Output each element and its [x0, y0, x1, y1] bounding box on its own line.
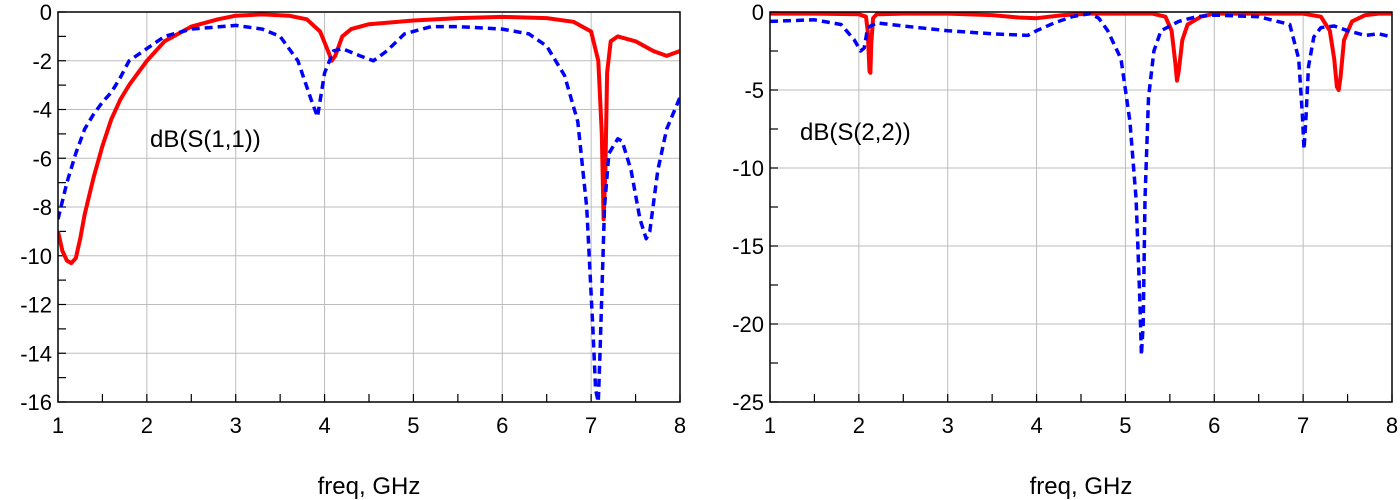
x-axis-title: freq, GHz [318, 473, 421, 500]
x-tick-label: 1 [764, 413, 776, 438]
x-axis-title: freq, GHz [1030, 473, 1133, 500]
x-tick-label: 6 [496, 413, 508, 438]
y-tick-label: 0 [752, 0, 764, 25]
x-tick-label: 6 [1208, 413, 1220, 438]
x-tick-label: 5 [1119, 413, 1131, 438]
x-tick-label: 2 [853, 413, 865, 438]
s22-chart-panel: 0 -5 -10 -15 -20 -251 2 3 4 5 6 7 8 freq, GHz dB(S(2,2… [732, 0, 1398, 500]
x-tick-label: 7 [585, 413, 597, 438]
s11-chart-panel: 0 -2 -4 -6 -8 -10 -12 -14 -161 2 3 4 5 6 7 8 freq, GHz dB… [20, 0, 686, 500]
plot-frame [769, 11, 1393, 403]
series-line-blue-dashed [58, 23, 680, 404]
y-tick-label: -20 [732, 312, 764, 337]
y-tick-label: -25 [732, 390, 764, 415]
y-tick-label: -15 [732, 234, 764, 259]
trace-annotation: dB(S(2,2)) [800, 119, 911, 146]
x-tick-label: 4 [1030, 413, 1042, 438]
x-tick-label: 8 [674, 413, 686, 438]
plot-frame [57, 11, 681, 403]
y-tick-label: -16 [20, 390, 52, 415]
x-tick-label: 8 [1386, 413, 1398, 438]
y-tick-label: -2 [32, 49, 52, 74]
x-tick-label: 3 [942, 413, 954, 438]
y-tick-label: -8 [32, 195, 52, 220]
series-line-red-solid [770, 11, 1392, 92]
y-tick-label: -5 [744, 78, 764, 103]
y-tick-label: -10 [20, 244, 52, 269]
y-tick-label: -12 [20, 293, 52, 318]
y-tick-label: -14 [20, 341, 52, 366]
x-tick-label: 4 [318, 413, 330, 438]
y-tick-label: 0 [40, 0, 52, 25]
x-tick-label: 1 [52, 413, 64, 438]
trace-annotation: dB(S(1,1)) [150, 126, 261, 153]
y-tick-label: -10 [732, 156, 764, 181]
x-tick-label: 7 [1297, 413, 1309, 438]
y-tick-label: -6 [32, 146, 52, 171]
x-tick-label: 2 [141, 413, 153, 438]
x-tick-label: 3 [230, 413, 242, 438]
y-tick-label: -4 [32, 98, 52, 123]
series-line-blue-dashed [770, 11, 1392, 357]
x-tick-label: 5 [407, 413, 419, 438]
